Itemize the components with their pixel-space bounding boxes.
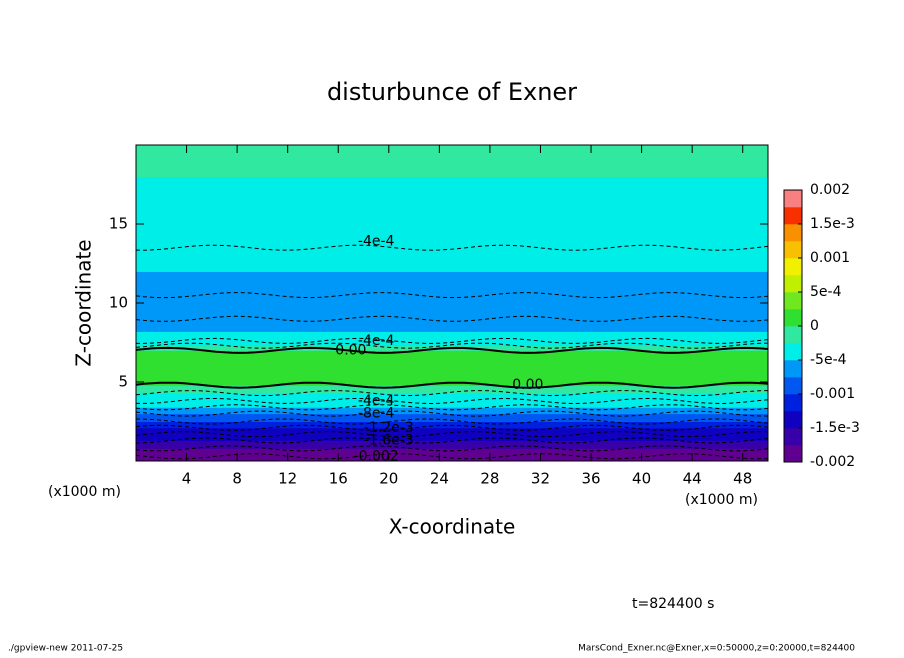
colorbar-swatch <box>784 445 802 463</box>
field-band <box>136 216 768 249</box>
colorbar-tick-label: 5e-4 <box>810 284 842 300</box>
field-band <box>136 247 768 272</box>
colorbar-swatch <box>784 241 802 259</box>
x-tick-label: 4 <box>182 470 192 488</box>
colorbar-tick-label: 0 <box>810 318 819 334</box>
contour-label: -4e-4 <box>358 233 395 249</box>
x-axis-label: X-coordinate <box>389 515 516 539</box>
field-band <box>136 385 768 394</box>
y-tick-label: 5 <box>118 373 128 391</box>
field-band <box>136 448 768 457</box>
contour-line <box>135 342 769 349</box>
x-tick-label: 36 <box>581 470 600 488</box>
contour-line <box>135 424 769 431</box>
colorbar-tick-label: 1.5e-3 <box>810 216 855 232</box>
x-tick-label: 44 <box>683 470 702 488</box>
field-band <box>136 400 768 408</box>
x-tick-label: 24 <box>430 470 449 488</box>
contour-line <box>135 292 769 299</box>
colorbar-swatch <box>784 309 802 327</box>
contour-line <box>136 337 769 344</box>
x-unit-label: (x1000 m) <box>48 484 121 500</box>
field-band <box>136 456 768 462</box>
contour-line <box>135 346 769 354</box>
contour-label: -4e-4 <box>358 333 395 349</box>
contour-line <box>135 390 769 397</box>
contour-line <box>135 431 769 438</box>
colorbar-tick-label: -5e-4 <box>810 352 847 368</box>
field-band <box>136 434 768 441</box>
field-band <box>136 295 768 320</box>
colorbar-swatch <box>784 292 802 310</box>
x-tick-label: 32 <box>531 470 550 488</box>
field-band <box>136 350 768 358</box>
field-band <box>136 271 768 296</box>
x-tick-label: 20 <box>379 470 398 488</box>
y-axis-label: Z-coordinate <box>72 239 96 366</box>
footer-left: ./gpview-new 2011-07-25 <box>8 644 123 654</box>
x-tick-label: 12 <box>278 470 297 488</box>
contour-label: -1.2e-3 <box>364 420 414 436</box>
x-tick-label: 16 <box>329 470 348 488</box>
colorbar-tick-label: 0.001 <box>810 250 850 266</box>
field-band <box>136 413 768 422</box>
colorbar-swatch <box>784 411 802 429</box>
chart-title: disturbunce of Exner <box>327 78 577 106</box>
colorbar-swatch <box>784 190 802 208</box>
time-label: t=824400 s <box>632 596 714 612</box>
contour-label: -4e-4 <box>358 393 395 409</box>
field-band <box>136 176 768 217</box>
contour-label: -0.002 <box>354 448 399 464</box>
colorbar-swatch <box>784 377 802 395</box>
colorbar-tick-label: -0.001 <box>810 386 855 402</box>
colorbar-swatch <box>784 258 802 276</box>
x-tick-label: 8 <box>232 470 242 488</box>
colorbar-tick-label: -0.002 <box>810 454 855 470</box>
contour-line <box>135 445 769 452</box>
contour-label: -8e-4 <box>358 406 395 422</box>
contour-label: 0.00 <box>335 342 366 358</box>
contour-line <box>135 418 769 425</box>
contour-line <box>135 404 769 411</box>
contour-line <box>135 453 769 460</box>
colorbar-swatch <box>784 207 802 225</box>
colorbar-swatch <box>784 275 802 293</box>
contour-label: 0.00 <box>512 377 543 393</box>
contour-line <box>136 397 769 405</box>
colorbar-swatch <box>784 394 802 412</box>
colorbar-swatch <box>784 360 802 378</box>
x-tick-label: 48 <box>733 470 752 488</box>
field-band <box>136 393 768 402</box>
colorbar-swatch <box>784 224 802 242</box>
footer-right: MarsCond_Exner.nc@Exner,x=0:50000,z=0:20… <box>578 644 855 654</box>
field-band <box>136 407 768 415</box>
field-band <box>136 366 768 377</box>
contour-line <box>135 381 769 389</box>
field-band <box>136 427 768 435</box>
colorbar-swatch <box>784 343 802 361</box>
colorbar-swatch <box>784 326 802 344</box>
field-band <box>136 340 768 347</box>
contour-label: -1.6e-3 <box>364 432 414 448</box>
field-band <box>136 375 768 386</box>
contour-line <box>135 410 769 417</box>
contour-line <box>135 437 769 444</box>
contour-line <box>135 244 769 251</box>
colorbar-swatch <box>784 428 802 446</box>
colorbar-tick-label: 0.002 <box>810 182 850 198</box>
contour-line <box>135 315 769 322</box>
field-band <box>136 356 768 367</box>
colorbar-tick-label: -1.5e-3 <box>810 420 860 436</box>
field-band <box>136 318 768 332</box>
y-tick-label: 15 <box>109 215 128 233</box>
y-tick-label: 10 <box>109 294 128 312</box>
field-band <box>136 440 768 449</box>
x-unit-label: (x1000 m) <box>685 492 758 508</box>
field-band <box>136 331 768 342</box>
field-band <box>136 145 768 178</box>
x-tick-label: 40 <box>632 470 651 488</box>
x-tick-label: 28 <box>480 470 499 488</box>
